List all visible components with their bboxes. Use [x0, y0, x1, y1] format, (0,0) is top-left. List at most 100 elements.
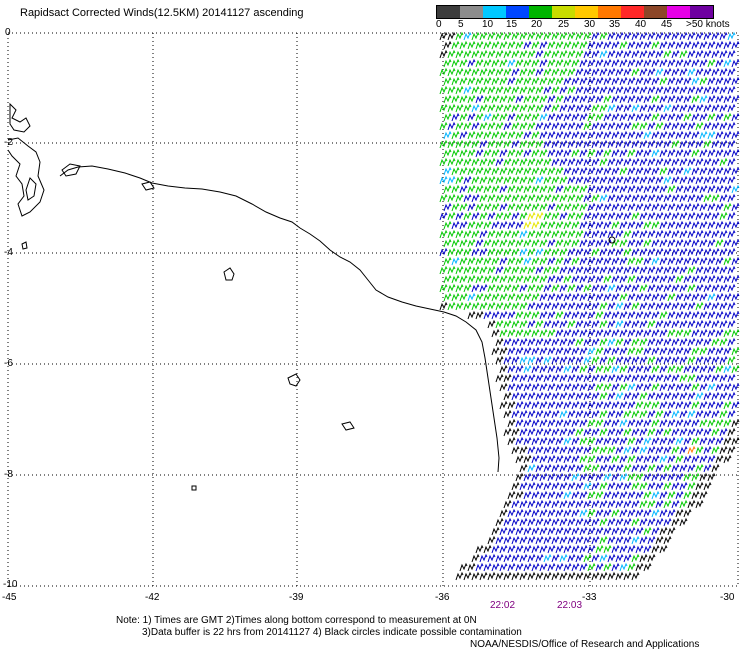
- wind-barb: [643, 256, 652, 266]
- wind-barb: [611, 382, 620, 392]
- wind-barb: [579, 148, 588, 158]
- wind-barb: [663, 517, 672, 527]
- wind-barb: [463, 571, 472, 581]
- wind-barb: [555, 364, 564, 374]
- wind-barb: [555, 76, 564, 86]
- wind-barb: [663, 463, 672, 473]
- wind-barb: [547, 130, 556, 140]
- wind-barb: [607, 247, 616, 257]
- wind-barb: [599, 49, 608, 59]
- wind-barb: [579, 364, 588, 374]
- wind-barb: [715, 310, 724, 320]
- wind-barb: [467, 202, 476, 212]
- wind-barb: [563, 364, 572, 374]
- wind-barb: [667, 220, 676, 230]
- wind-barb: [503, 553, 512, 563]
- wind-barb: [695, 499, 704, 509]
- wind-barb: [727, 193, 736, 203]
- wind-barb: [547, 202, 556, 212]
- wind-barb: [583, 229, 592, 239]
- wind-barb: [471, 229, 480, 239]
- wind-barb: [543, 121, 552, 131]
- wind-barb: [675, 346, 684, 356]
- wind-barb: [607, 409, 616, 419]
- wind-barb: [611, 130, 620, 140]
- wind-barb: [731, 220, 740, 230]
- wind-barb: [547, 148, 556, 158]
- wind-barb: [495, 517, 504, 527]
- wind-barb: [691, 220, 700, 230]
- wind-barb: [711, 49, 720, 59]
- wind-barb: [643, 40, 652, 50]
- wind-barb: [539, 544, 548, 554]
- wind-barb: [603, 544, 612, 554]
- wind-barb: [703, 49, 712, 59]
- wind-barb: [615, 301, 624, 311]
- wind-barb: [579, 40, 588, 50]
- wind-barb: [543, 481, 552, 491]
- wind-barb: [667, 130, 676, 140]
- wind-barb: [479, 157, 488, 167]
- wind-barb: [447, 139, 456, 149]
- wind-barb: [687, 499, 696, 509]
- wind-barb: [543, 157, 552, 167]
- wind-barb: [679, 193, 688, 203]
- wind-barb: [675, 256, 684, 266]
- colorbar-swatch: [506, 6, 529, 18]
- legend-label: >50 knots: [686, 19, 730, 30]
- wind-barb: [575, 463, 584, 473]
- wind-barb: [451, 238, 460, 248]
- wind-barb: [475, 562, 484, 572]
- wind-barb: [639, 355, 648, 365]
- wind-barb: [619, 58, 628, 68]
- wind-barb: [651, 364, 660, 374]
- wind-barb: [527, 391, 536, 401]
- wind-barb: [723, 184, 732, 194]
- wind-barb: [491, 184, 500, 194]
- wind-barb: [563, 544, 572, 554]
- wind-barb: [551, 247, 560, 257]
- wind-barb: [703, 265, 712, 275]
- wind-barb: [659, 112, 668, 122]
- wind-barb: [555, 274, 564, 284]
- wind-barb: [603, 202, 612, 212]
- wind-barb: [663, 427, 672, 437]
- wind-barb: [659, 94, 668, 104]
- wind-barb: [523, 58, 532, 68]
- wind-barb: [447, 211, 456, 221]
- wind-barb: [599, 463, 608, 473]
- wind-barb: [539, 130, 548, 140]
- wind-barb: [547, 112, 556, 122]
- wind-barb: [727, 211, 736, 221]
- wind-barb: [675, 184, 684, 194]
- wind-barb: [567, 481, 576, 491]
- wind-barb: [619, 472, 628, 482]
- wind-barb: [519, 229, 528, 239]
- wind-barb: [567, 535, 576, 545]
- wind-barb: [543, 85, 552, 95]
- wind-barb: [471, 553, 480, 563]
- wind-barb: [699, 490, 708, 500]
- wind-barb: [643, 490, 652, 500]
- wind-barb: [451, 148, 460, 158]
- wind-barb: [459, 562, 468, 572]
- wind-barb: [531, 166, 540, 176]
- wind-barb: [675, 220, 684, 230]
- wind-barb: [635, 526, 644, 536]
- wind-barb: [499, 238, 508, 248]
- wind-barb: [603, 508, 612, 518]
- wind-barb: [647, 49, 656, 59]
- wind-barb: [591, 391, 600, 401]
- wind-barb: [687, 301, 696, 311]
- wind-barb: [615, 355, 624, 365]
- wind-barb: [723, 346, 732, 356]
- wind-barb: [579, 292, 588, 302]
- wind-barb: [623, 481, 632, 491]
- wind-barb: [483, 184, 492, 194]
- wind-barb: [463, 193, 472, 203]
- wind-barb: [651, 40, 660, 50]
- wind-barb: [623, 427, 632, 437]
- wind-barb: [495, 337, 504, 347]
- wind-barb: [647, 499, 656, 509]
- wind-barb: [543, 337, 552, 347]
